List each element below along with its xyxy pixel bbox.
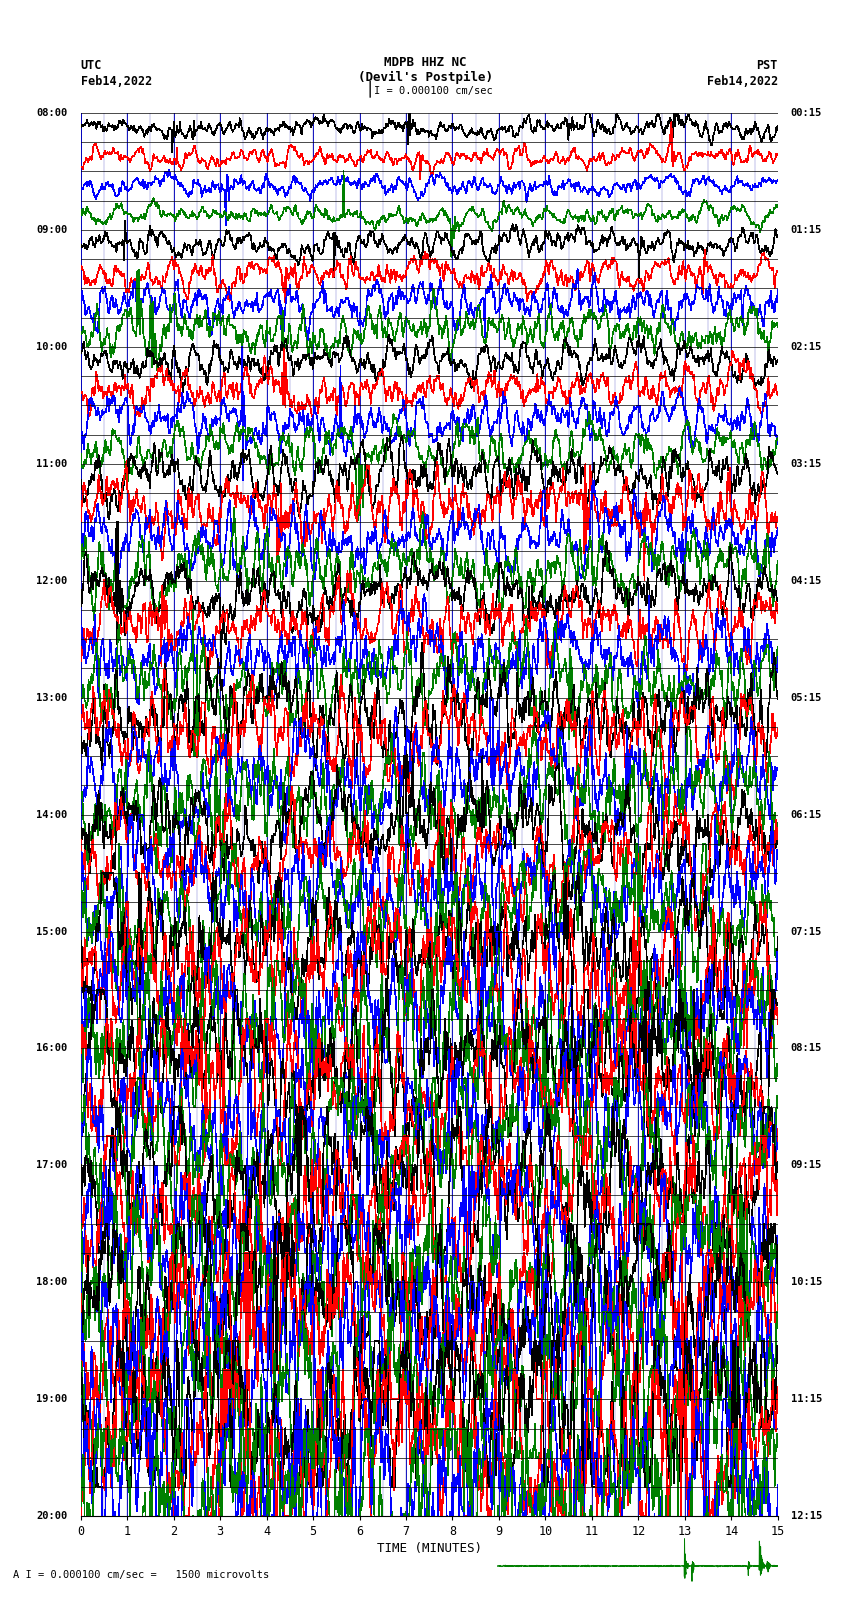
Text: A I = 0.000100 cm/sec =   1500 microvolts: A I = 0.000100 cm/sec = 1500 microvolts: [13, 1569, 269, 1579]
Text: 00:15: 00:15: [790, 108, 822, 118]
Text: 07:15: 07:15: [790, 926, 822, 937]
Text: 14:00: 14:00: [37, 810, 68, 819]
Text: MDPB HHZ NC: MDPB HHZ NC: [383, 56, 467, 69]
Text: 16:00: 16:00: [37, 1044, 68, 1053]
Text: I = 0.000100 cm/sec: I = 0.000100 cm/sec: [374, 85, 493, 95]
Text: 10:15: 10:15: [790, 1277, 822, 1287]
Text: 08:15: 08:15: [790, 1044, 822, 1053]
Text: 12:00: 12:00: [37, 576, 68, 586]
Text: 06:15: 06:15: [790, 810, 822, 819]
Text: 13:00: 13:00: [37, 692, 68, 703]
Text: Feb14,2022: Feb14,2022: [706, 76, 778, 89]
Text: 10:00: 10:00: [37, 342, 68, 352]
Text: 11:00: 11:00: [37, 458, 68, 469]
Text: 09:00: 09:00: [37, 224, 68, 235]
Text: 08:00: 08:00: [37, 108, 68, 118]
Text: 17:00: 17:00: [37, 1160, 68, 1171]
Text: 05:15: 05:15: [790, 692, 822, 703]
X-axis label: TIME (MINUTES): TIME (MINUTES): [377, 1542, 482, 1555]
Text: (Devil's Postpile): (Devil's Postpile): [358, 71, 492, 84]
Text: 19:00: 19:00: [37, 1394, 68, 1405]
Text: ⎮: ⎮: [366, 81, 374, 97]
Text: 18:00: 18:00: [37, 1277, 68, 1287]
Text: 12:15: 12:15: [790, 1511, 822, 1521]
Text: Feb14,2022: Feb14,2022: [81, 76, 152, 89]
Text: 11:15: 11:15: [790, 1394, 822, 1405]
Text: 04:15: 04:15: [790, 576, 822, 586]
Text: PST: PST: [756, 60, 778, 73]
Text: 09:15: 09:15: [790, 1160, 822, 1171]
Text: 15:00: 15:00: [37, 926, 68, 937]
Text: UTC: UTC: [81, 60, 102, 73]
Text: 01:15: 01:15: [790, 224, 822, 235]
Text: 03:15: 03:15: [790, 458, 822, 469]
Text: 02:15: 02:15: [790, 342, 822, 352]
Text: 20:00: 20:00: [37, 1511, 68, 1521]
